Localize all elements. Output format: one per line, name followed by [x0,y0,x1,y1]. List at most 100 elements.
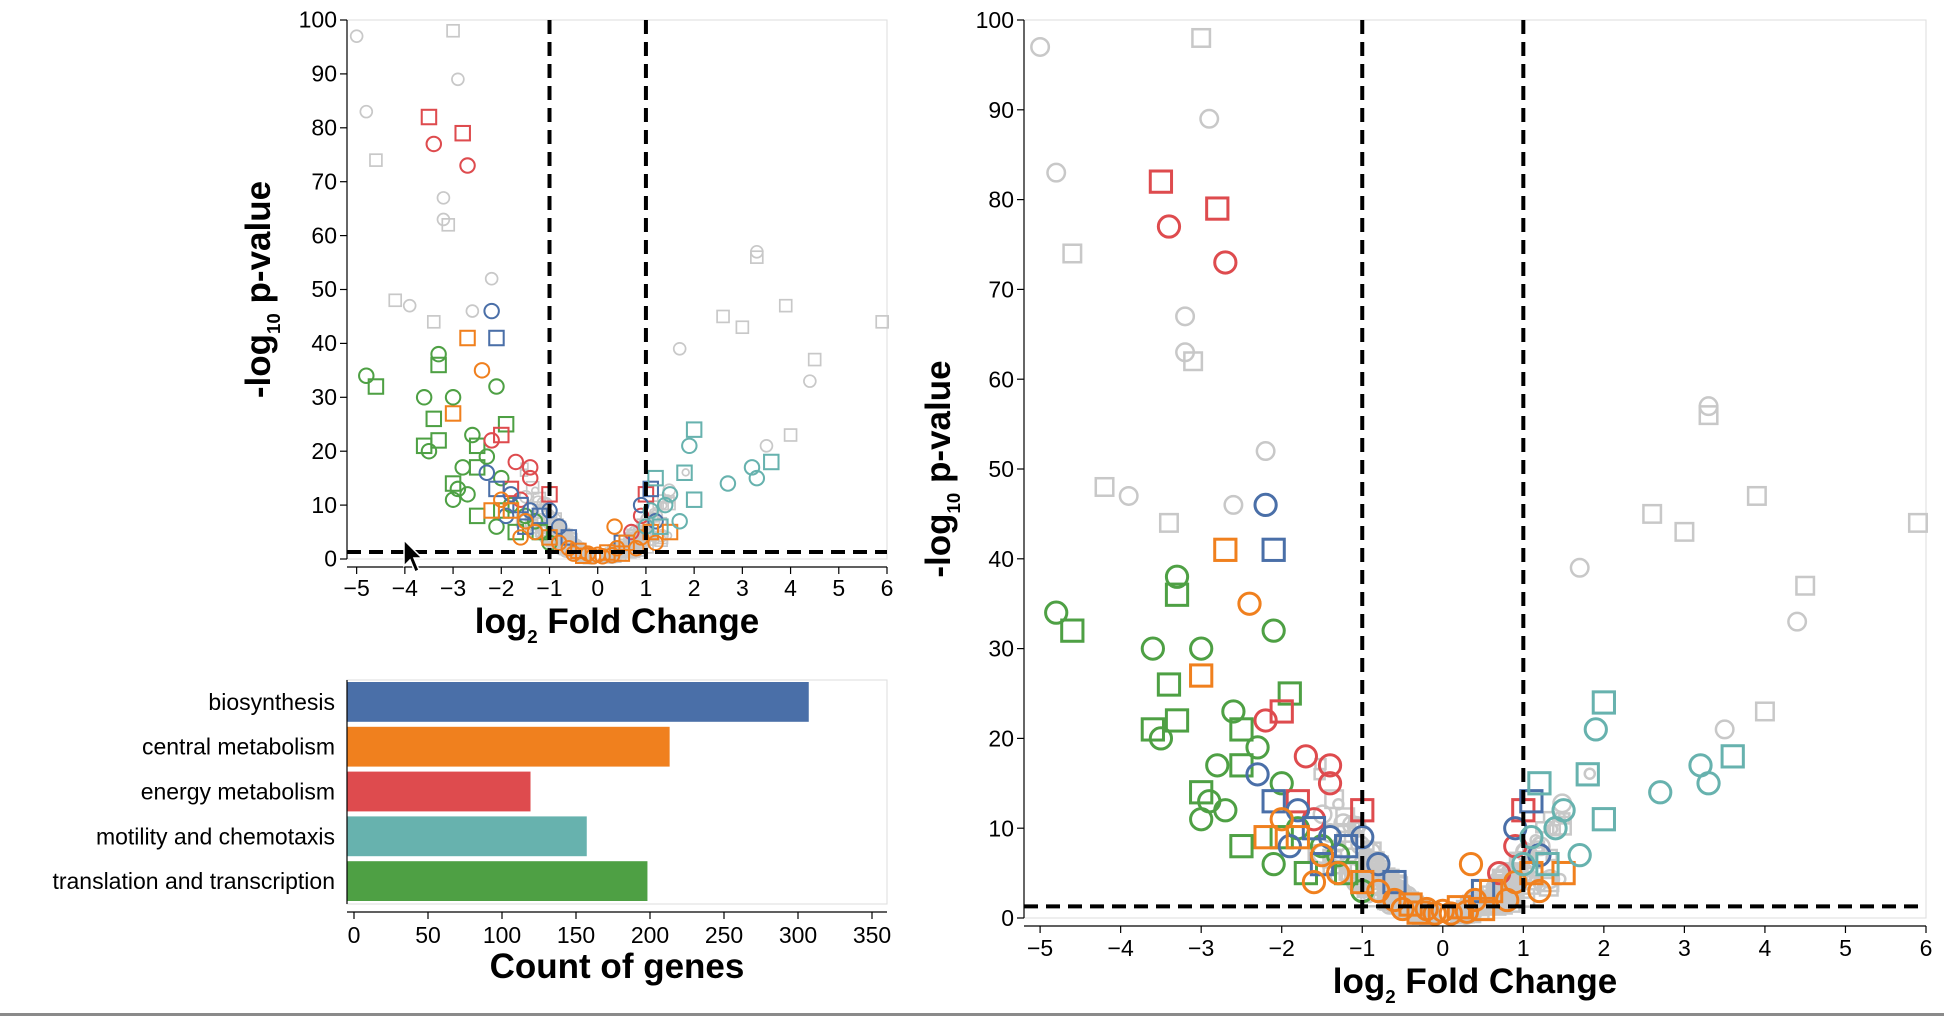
gene-point[interactable] [647,469,664,487]
gene-point[interactable] [420,442,438,460]
gene-point[interactable] [1301,869,1327,895]
gene-point[interactable] [488,378,505,395]
gene-point[interactable] [1237,591,1262,616]
gene-point[interactable] [497,416,515,433]
gene-point[interactable] [521,502,539,519]
gene-point[interactable] [1277,834,1302,859]
gene-point[interactable] [623,523,640,541]
gene-point[interactable] [464,426,481,444]
gene-point[interactable] [430,345,447,363]
gene-point[interactable] [642,502,659,519]
gene-point[interactable] [1044,600,1069,625]
gene-point[interactable] [517,513,534,530]
gene-point[interactable] [1164,708,1190,733]
gene-point[interactable] [1245,735,1270,760]
gene-point[interactable] [459,157,476,174]
gene-point[interactable] [1189,663,1214,688]
gene-point[interactable] [430,356,447,374]
gene-point[interactable] [444,389,462,406]
gene-point[interactable] [550,518,568,535]
gene-point[interactable] [502,502,520,519]
volcano-plot-large[interactable]: −5 −4 −3 −2 −1 0 1 2 3 4 5 60102030405060708090100l… [919,7,1932,1007]
gene-point[interactable] [454,459,471,476]
gene-point[interactable] [449,480,467,498]
category-bar-chart[interactable]: biosynthesis central metabolism energy met… [52,679,891,986]
gene-point[interactable] [575,547,592,565]
gene-point[interactable] [1213,537,1238,562]
gene-point[interactable] [1140,636,1165,661]
gene-point[interactable] [468,507,486,525]
gene-point[interactable] [488,480,505,498]
gene-point[interactable] [1229,717,1254,742]
gene-point[interactable] [478,464,496,482]
gene-point[interactable] [493,469,510,487]
gene-point[interactable] [1205,753,1230,778]
gene-point[interactable] [493,491,510,508]
gene-point[interactable] [560,529,578,546]
gene-point[interactable] [1189,807,1214,832]
gene-point[interactable] [1317,753,1343,778]
gene-point[interactable] [1591,690,1616,715]
gene-point[interactable] [1519,825,1544,850]
gene-point[interactable] [1422,901,1447,926]
gene-point[interactable] [1470,896,1496,922]
gene-point[interactable] [671,513,688,530]
gene-point[interactable] [743,459,761,476]
gene-point[interactable] [1543,816,1568,841]
gene-point[interactable] [1156,672,1182,697]
gene-point[interactable] [1454,899,1480,924]
gene-point[interactable] [1285,825,1310,850]
gene-point[interactable] [1438,901,1463,926]
gene-point[interactable] [1535,851,1560,877]
gene-point[interactable] [606,518,623,535]
gene-point[interactable] [1285,789,1310,814]
gene-point[interactable] [1720,744,1745,769]
gene-point[interactable] [685,421,703,438]
gene-point[interactable] [531,507,549,525]
gene-point[interactable] [468,437,486,455]
gene-point[interactable] [1060,618,1085,643]
volcano-plot-small[interactable]: −5 −4 −3 −2 −1 0 1 2 3 4 5 60102030405060708090100l… [239,7,893,648]
gene-point[interactable] [1511,851,1536,877]
gene-point[interactable] [1261,851,1286,877]
gene-point[interactable] [1269,807,1294,832]
gene-point[interactable] [632,529,650,546]
gene-point[interactable] [661,523,679,541]
gene-point[interactable] [681,437,698,455]
gene-point[interactable] [656,496,674,514]
gene-point[interactable] [1366,851,1391,877]
gene-point[interactable] [444,475,462,492]
gene-point[interactable] [1317,771,1343,796]
gene-point[interactable] [415,389,433,406]
gene-point[interactable] [647,513,664,530]
gene-point[interactable] [454,124,471,142]
gene-point[interactable] [1551,860,1576,886]
gene-point[interactable] [1213,250,1238,275]
category-bar[interactable] [347,726,670,767]
gene-point[interactable] [507,523,524,541]
gene-point[interactable] [521,459,539,476]
gene-point[interactable] [632,507,650,525]
gene-point[interactable] [1261,618,1286,643]
gene-point[interactable] [1293,744,1318,769]
gene-point[interactable] [1277,681,1302,706]
gene-point[interactable] [1406,900,1431,925]
gene-point[interactable] [493,426,510,444]
gene-point[interactable] [676,464,693,482]
gene-point[interactable] [1213,798,1238,823]
gene-point[interactable] [1221,699,1246,724]
gene-point[interactable] [1245,762,1270,787]
category-bar[interactable] [347,682,809,722]
gene-point[interactable] [1527,878,1552,904]
gene-point[interactable] [1261,537,1286,562]
gene-point[interactable] [526,513,544,530]
gene-point[interactable] [603,546,621,564]
gene-point[interactable] [517,518,534,535]
gene-point[interactable] [521,469,539,487]
gene-point[interactable] [483,302,500,320]
gene-point[interactable] [1156,214,1182,239]
gene-point[interactable] [550,534,568,552]
category-bar[interactable] [347,861,648,901]
gene-point[interactable] [642,523,659,541]
gene-point[interactable] [478,448,496,465]
